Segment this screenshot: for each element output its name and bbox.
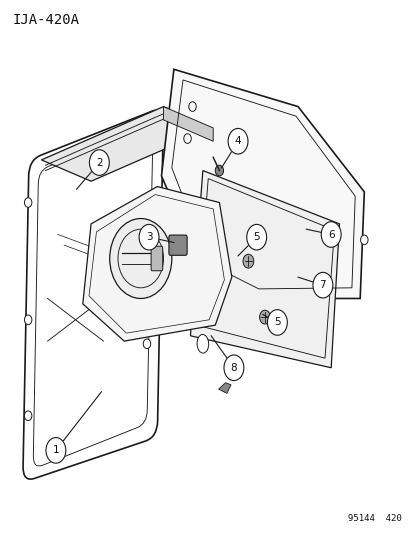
Text: 2: 2 (96, 158, 102, 167)
Text: 4: 4 (234, 136, 241, 146)
Ellipse shape (197, 335, 208, 353)
Circle shape (24, 198, 32, 207)
FancyBboxPatch shape (151, 246, 162, 271)
Circle shape (89, 150, 109, 175)
Polygon shape (190, 171, 339, 368)
Circle shape (139, 224, 159, 250)
Circle shape (183, 134, 191, 143)
Circle shape (223, 355, 243, 381)
Text: 5: 5 (253, 232, 259, 242)
Circle shape (143, 339, 150, 349)
FancyBboxPatch shape (169, 235, 187, 255)
Circle shape (267, 310, 287, 335)
Polygon shape (161, 69, 363, 298)
Circle shape (312, 272, 332, 298)
PathPatch shape (23, 110, 163, 479)
Circle shape (215, 165, 223, 176)
Circle shape (24, 411, 32, 421)
Text: 1: 1 (52, 446, 59, 455)
Circle shape (228, 128, 247, 154)
Circle shape (46, 438, 66, 463)
Text: 7: 7 (319, 280, 325, 290)
Text: IJA-420A: IJA-420A (12, 13, 79, 27)
Text: 3: 3 (145, 232, 152, 242)
Polygon shape (218, 383, 230, 393)
Circle shape (320, 222, 340, 247)
Circle shape (360, 235, 367, 245)
Text: 8: 8 (230, 363, 237, 373)
Circle shape (24, 315, 32, 325)
Circle shape (109, 219, 171, 298)
Circle shape (242, 254, 253, 268)
Text: 95144  420: 95144 420 (347, 514, 401, 523)
Text: 6: 6 (327, 230, 334, 239)
Circle shape (259, 310, 270, 324)
Text: 5: 5 (273, 318, 280, 327)
Polygon shape (163, 107, 213, 141)
Polygon shape (41, 107, 213, 181)
Circle shape (188, 102, 196, 111)
Circle shape (246, 224, 266, 250)
Polygon shape (83, 187, 231, 341)
